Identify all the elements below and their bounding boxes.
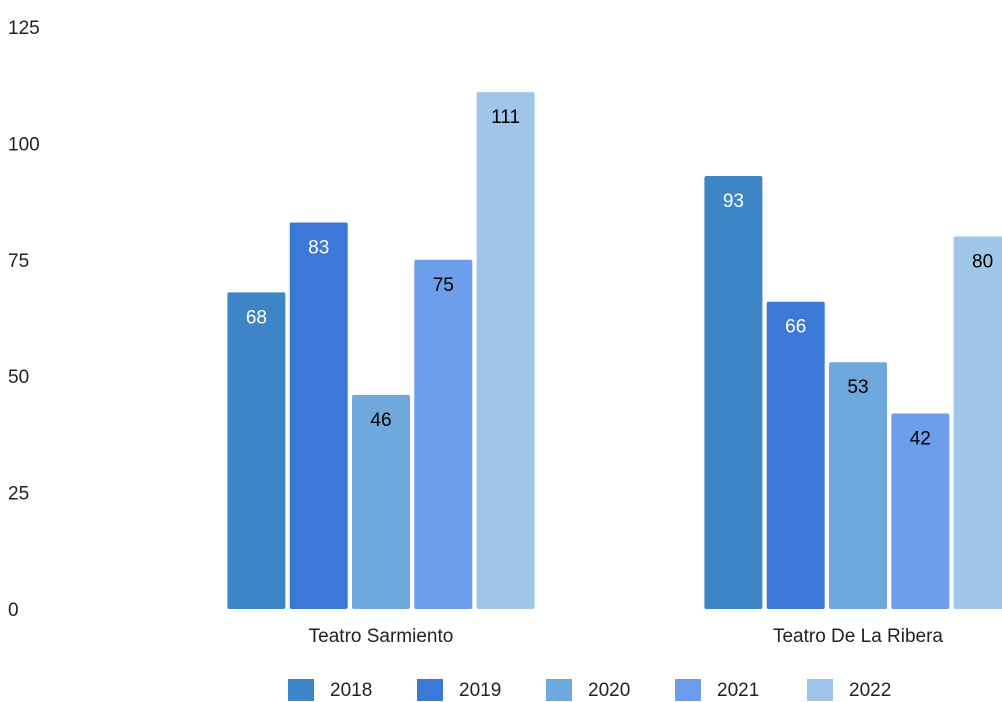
- legend-swatch: [288, 679, 314, 701]
- x-tick-label: Teatro De La Ribera: [773, 626, 943, 647]
- y-tick-label: 125: [8, 18, 40, 39]
- value-label: 80: [972, 252, 993, 273]
- legend-label: 2018: [330, 680, 372, 701]
- bar: [414, 259, 473, 609]
- y-tick-label: 50: [8, 367, 29, 388]
- legend-swatch: [546, 679, 572, 701]
- legend-label: 2019: [459, 680, 501, 701]
- value-label: 111: [491, 107, 520, 128]
- value-label: 75: [433, 275, 454, 296]
- y-tick-label: 100: [8, 134, 40, 155]
- bar: [352, 394, 410, 609]
- y-tick-label: 75: [8, 251, 29, 272]
- bar: [289, 222, 348, 609]
- value-label: 42: [910, 428, 931, 449]
- legend-label: 2021: [717, 680, 759, 701]
- x-tick-label: Teatro Sarmiento: [309, 626, 454, 647]
- legend-label: 2020: [588, 680, 630, 701]
- value-label: 46: [370, 410, 391, 431]
- y-tick-label: 25: [8, 484, 29, 505]
- bar: [766, 301, 825, 609]
- bar: [704, 175, 763, 609]
- bar: [829, 362, 887, 609]
- bar: [953, 236, 1002, 609]
- legend-swatch: [807, 679, 833, 701]
- y-tick-label: 0: [8, 600, 19, 621]
- legend-label: 2022: [849, 680, 891, 701]
- value-label: 93: [723, 191, 744, 212]
- legend-swatch: [417, 679, 443, 701]
- bar: [476, 92, 535, 609]
- value-label: 83: [308, 238, 329, 259]
- bar: [227, 292, 286, 609]
- bar: [891, 413, 950, 609]
- value-label: 53: [847, 377, 868, 398]
- value-label: 66: [785, 317, 806, 338]
- legend-swatch: [675, 679, 701, 701]
- value-label: 68: [246, 307, 267, 328]
